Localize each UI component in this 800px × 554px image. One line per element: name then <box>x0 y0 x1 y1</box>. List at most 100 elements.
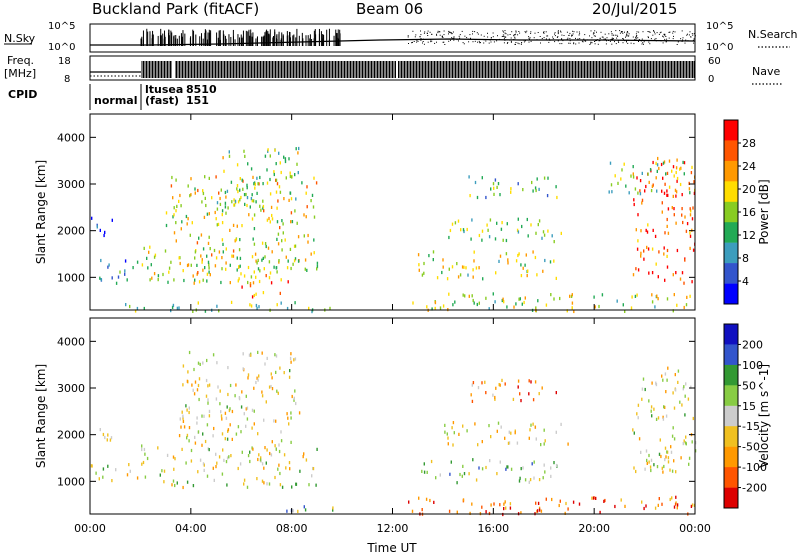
range-gate-cell <box>471 502 473 506</box>
range-gate-cell <box>677 380 679 384</box>
nsearch-dot <box>693 38 695 40</box>
range-gate-cell <box>288 422 290 426</box>
range-gate-cell <box>672 391 674 395</box>
range-gate-cell <box>219 202 222 206</box>
nsearch-dot <box>569 42 571 44</box>
nsearch-dot <box>512 39 514 40</box>
range-gate-cell <box>478 266 480 270</box>
range-gate-cell <box>641 397 643 401</box>
range-gate-cell <box>468 472 470 476</box>
range-gate-cell <box>679 277 682 281</box>
range-gate-cell <box>673 174 675 178</box>
range-gate-cell <box>223 458 225 462</box>
range-gate-cell <box>277 232 280 236</box>
nsearch-dot <box>619 30 621 32</box>
range-gate-cell <box>117 275 120 279</box>
range-gate-cell <box>572 500 575 504</box>
range-gate-cell <box>275 162 277 166</box>
colorbar-swatch <box>724 446 738 468</box>
range-gate-cell <box>637 403 640 407</box>
range-gate-cell <box>313 251 315 255</box>
range-gate-cell <box>528 436 530 440</box>
range-gate-cell <box>672 194 674 198</box>
range-gate-cell <box>254 186 256 190</box>
range-gate-cell <box>656 189 658 193</box>
range-gate-cell <box>196 388 199 392</box>
range-gate-cell <box>650 189 653 193</box>
range-gate-cell <box>259 458 262 462</box>
range-gate-cell <box>448 267 450 271</box>
range-gate-cell <box>182 414 184 418</box>
range-gate-cell <box>268 216 270 221</box>
nsearch-dot <box>530 40 532 42</box>
range-gate-cell <box>241 224 243 228</box>
y-tick-label: 3000 <box>57 178 85 191</box>
nsky-label: N.Sky <box>4 32 36 45</box>
range-gate-cell <box>220 414 223 418</box>
range-gate-cell <box>185 461 187 465</box>
nsearch-dot <box>694 37 696 39</box>
nsearch-dot <box>554 33 555 35</box>
range-gate-cell <box>257 457 259 462</box>
range-gate-cell <box>141 444 143 448</box>
range-gate-cell <box>188 350 191 355</box>
range-gate-cell <box>609 161 612 165</box>
nsearch-dot <box>518 43 520 45</box>
range-gate-cell <box>253 422 255 426</box>
nsearch-dot <box>694 36 696 38</box>
range-gate-cell <box>91 216 93 220</box>
range-gate-cell <box>485 296 487 300</box>
range-gate-cell <box>269 192 272 196</box>
range-gate-cell <box>429 498 431 503</box>
range-gate-cell <box>236 187 238 191</box>
range-gate-cell <box>251 199 253 203</box>
range-gate-cell <box>242 367 244 371</box>
range-gate-cell <box>275 370 277 374</box>
range-gate-cell <box>148 250 150 254</box>
nsearch-dot <box>594 43 596 45</box>
range-gate-cell <box>231 437 233 441</box>
range-gate-cell <box>685 442 687 446</box>
range-gate-cell <box>198 397 200 402</box>
range-gate-cell <box>201 260 203 264</box>
range-gate-cell <box>524 263 526 267</box>
range-gate-cell <box>507 465 509 469</box>
nsearch-dot <box>660 31 662 33</box>
range-gate-cell <box>492 393 494 397</box>
range-gate-cell <box>266 482 268 486</box>
range-gate-cell <box>141 447 143 452</box>
range-gate-cell <box>646 245 648 249</box>
nsearch-dot <box>411 42 413 44</box>
nsearch-dot <box>561 38 562 40</box>
range-gate-cell <box>423 462 425 466</box>
range-gate-cell <box>693 191 696 195</box>
beam-label: Beam 06 <box>356 0 423 18</box>
range-gate-cell <box>683 172 685 176</box>
nsearch-dot <box>545 38 547 40</box>
range-gate-cell <box>316 265 319 269</box>
range-gate-cell <box>276 237 278 241</box>
range-gate-cell <box>91 464 93 468</box>
range-gate-cell <box>442 258 444 262</box>
range-gate-cell <box>456 481 458 485</box>
range-gate-cell <box>251 193 253 197</box>
nsearch-dot <box>559 43 561 45</box>
range-gate-cell <box>689 191 691 195</box>
range-gate-cell <box>231 254 233 258</box>
nsearch-dot <box>604 33 606 35</box>
range-gate-cell <box>238 265 240 269</box>
range-gate-cell <box>681 213 683 217</box>
range-gate-cell <box>206 474 209 478</box>
nsearch-dot <box>431 33 433 35</box>
range-gate-cell <box>643 249 645 253</box>
range-gate-cell <box>535 437 537 441</box>
range-gate-cell <box>174 457 176 461</box>
range-gate-cell <box>181 447 183 451</box>
nsearch-dot <box>635 37 637 39</box>
range-gate-cell <box>231 200 233 204</box>
range-gate-cell <box>187 217 189 221</box>
range-gate-cell <box>292 509 294 513</box>
range-gate-cell <box>490 503 492 507</box>
range-gate-cell <box>255 275 257 279</box>
